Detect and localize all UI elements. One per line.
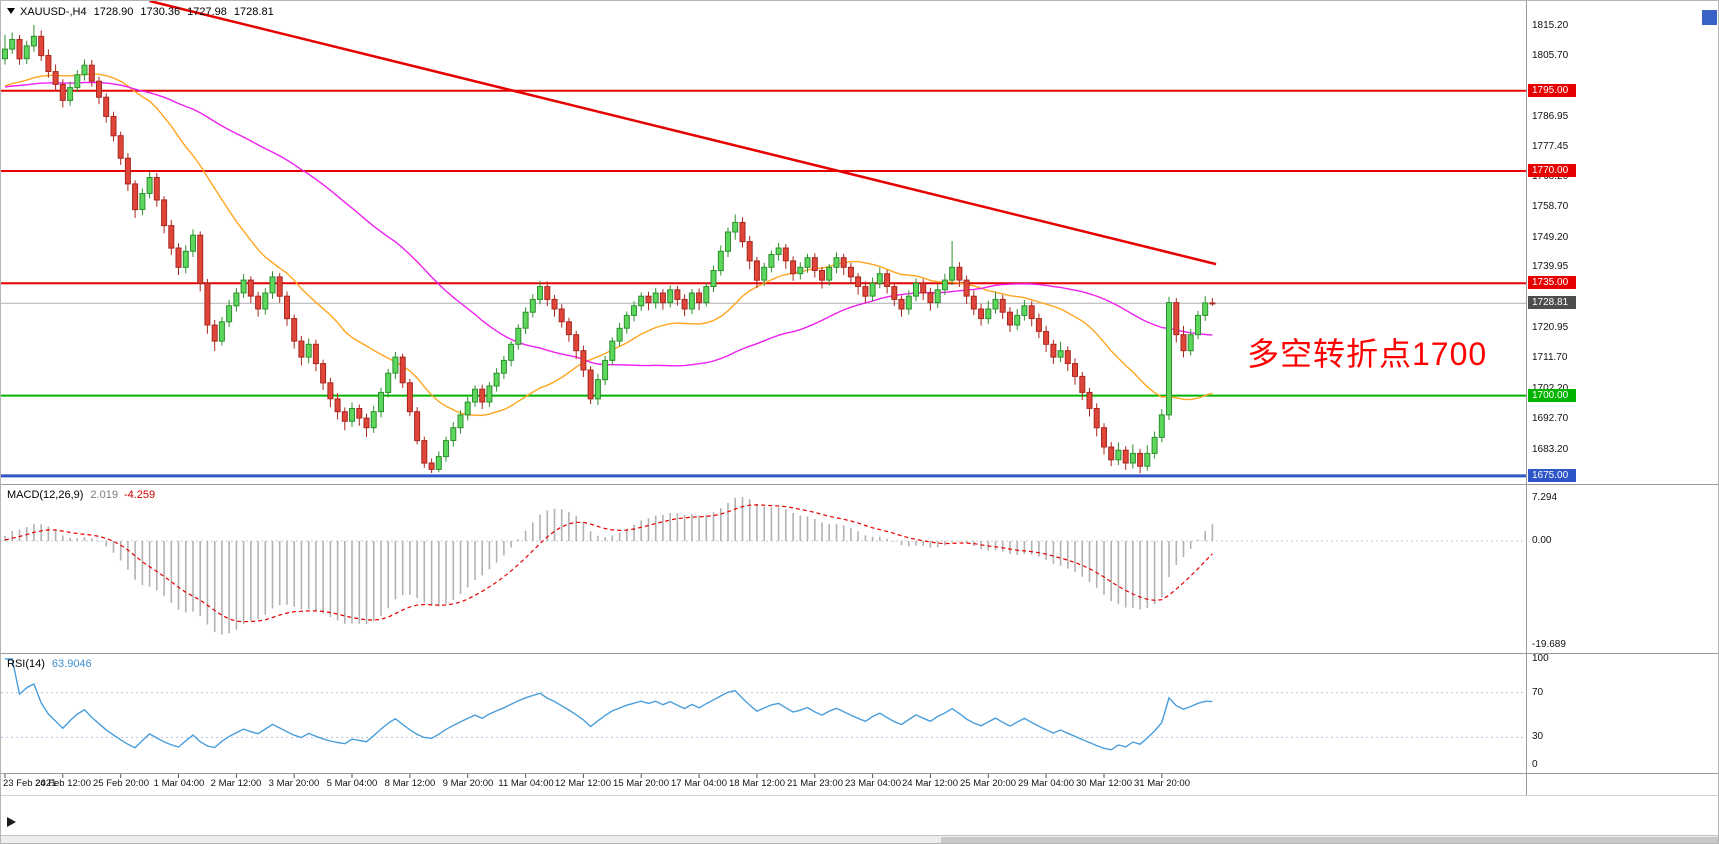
price-axis-label: 1805.70 bbox=[1532, 50, 1569, 61]
axis-corner-marker bbox=[1702, 10, 1717, 25]
time-axis-label: 25 Mar 20:00 bbox=[960, 778, 1016, 789]
annotation-text[interactable]: 多空转折点1700 bbox=[1247, 336, 1488, 372]
macd-signal-value: -4.259 bbox=[123, 489, 156, 501]
time-axis-label: 23 Feb 2021 bbox=[3, 778, 57, 789]
time-axis-label: 24 Feb 12:00 bbox=[35, 778, 91, 789]
time-axis-label: 24 Mar 12:00 bbox=[902, 778, 958, 789]
rsi-axis-label: 70 bbox=[1532, 687, 1544, 698]
time-axis-label: 9 Mar 20:00 bbox=[442, 778, 494, 789]
price-axis-label: 1683.20 bbox=[1532, 444, 1569, 455]
time-axis-label: 2 Mar 12:00 bbox=[210, 778, 262, 789]
rsi-axis-label: 0 bbox=[1532, 759, 1538, 770]
macd-title: MACD(12,26,9) bbox=[7, 489, 84, 501]
time-axis-label: 1 Mar 04:00 bbox=[153, 778, 205, 789]
time-axis-label: 3 Mar 20:00 bbox=[268, 778, 320, 789]
ma-slow-line bbox=[4, 81, 1213, 367]
price-badge-1795.00[interactable]: 1795.00 bbox=[1528, 84, 1576, 97]
macd-axis-label: 0.00 bbox=[1532, 535, 1552, 546]
time-axis-label: 23 Mar 04:00 bbox=[845, 778, 901, 789]
price-badge-1728.81[interactable]: 1728.81 bbox=[1528, 296, 1576, 309]
price-axis-label: 1786.95 bbox=[1532, 111, 1569, 122]
symbol-ohlc-line: XAUUSD-,H4 1728.90 1730.36 1727.98 1728.81 bbox=[7, 6, 274, 18]
rsi-axis-label: 30 bbox=[1532, 731, 1544, 742]
price-badge-1770.00[interactable]: 1770.00 bbox=[1528, 164, 1576, 177]
candles[interactable] bbox=[2, 25, 1216, 474]
ohlc-high: 1730.36 bbox=[140, 6, 181, 18]
price-badge-1735.00[interactable]: 1735.00 bbox=[1528, 276, 1576, 289]
price-axis-label: 1702.20 bbox=[1532, 383, 1568, 394]
time-axis-label: 25 Feb 20:00 bbox=[93, 778, 149, 789]
price-axis-label: 1711.70 bbox=[1532, 352, 1568, 363]
price-axis-label: 1777.45 bbox=[1532, 141, 1569, 152]
ohlc-toggle-icon[interactable] bbox=[7, 8, 15, 14]
price-badge-1675.00[interactable]: 1675.00 bbox=[1528, 469, 1576, 482]
macd-axis-label: -19.689 bbox=[1532, 639, 1566, 650]
ma-fast-line bbox=[4, 73, 1213, 417]
time-axis-label: 18 Mar 12:00 bbox=[729, 778, 785, 789]
price-axis-label: 1692.70 bbox=[1532, 413, 1569, 424]
price-axis-label: 1749.20 bbox=[1532, 232, 1569, 243]
symbol-title: XAUUSD-,H4 bbox=[20, 6, 87, 18]
ohlc-low: 1727.98 bbox=[187, 6, 227, 18]
scrollbar-thumb[interactable] bbox=[941, 837, 1718, 843]
rsi-value: 63.9046 bbox=[51, 658, 92, 670]
time-axis-label: 15 Mar 20:00 bbox=[613, 778, 669, 789]
time-axis-label: 30 Mar 12:00 bbox=[1076, 778, 1132, 789]
time-axis-label: 21 Mar 23:00 bbox=[787, 778, 843, 789]
time-axis-label: 31 Mar 20:00 bbox=[1134, 778, 1190, 789]
history-marker-icon bbox=[7, 817, 16, 827]
macd-axis-label: 7.294 bbox=[1532, 492, 1558, 503]
rsi-axis-label: 100 bbox=[1532, 653, 1549, 664]
price-axis-label: 1720.95 bbox=[1532, 322, 1569, 333]
macd-indicator-label: MACD(12,26,9) 2.019 -4.259 bbox=[7, 489, 155, 501]
time-axis-label: 29 Mar 04:00 bbox=[1018, 778, 1074, 789]
rsi-indicator-label: RSI(14) 63.9046 bbox=[7, 658, 92, 670]
ohlc-close: 1728.81 bbox=[233, 6, 274, 18]
price-badge-1700.00[interactable]: 1700.00 bbox=[1528, 389, 1576, 402]
macd-histogram bbox=[4, 497, 1214, 635]
macd-main-value: 2.019 bbox=[90, 489, 118, 501]
price-axis-label: 1739.95 bbox=[1532, 261, 1569, 272]
time-ticks bbox=[4, 774, 1163, 778]
time-axis-label: 17 Mar 04:00 bbox=[671, 778, 727, 789]
trendline[interactable] bbox=[149, 1, 1217, 266]
rsi-line bbox=[5, 658, 1213, 751]
horizontal-scrollbar[interactable] bbox=[1, 835, 1718, 843]
price-axis-label: 1815.20 bbox=[1532, 20, 1569, 31]
time-axis-label: 11 Mar 04:00 bbox=[498, 778, 554, 789]
macd-signal-line bbox=[4, 504, 1213, 623]
time-axis-label: 8 Mar 12:00 bbox=[384, 778, 436, 789]
rsi-title: RSI(14) bbox=[7, 658, 45, 670]
time-axis-label: 5 Mar 04:00 bbox=[326, 778, 378, 789]
time-axis-label: 12 Mar 12:00 bbox=[555, 778, 611, 789]
price-axis-label: 1758.70 bbox=[1532, 201, 1569, 212]
ohlc-open: 1728.90 bbox=[93, 6, 134, 18]
